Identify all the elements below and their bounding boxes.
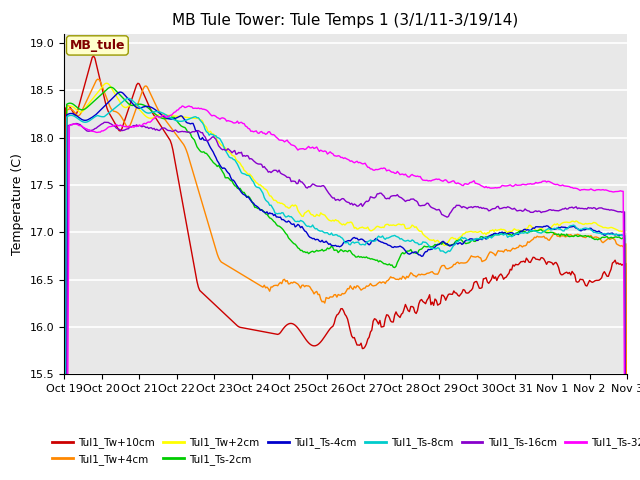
Y-axis label: Temperature (C): Temperature (C)	[11, 153, 24, 255]
Title: MB Tule Tower: Tule Temps 1 (3/1/11-3/19/14): MB Tule Tower: Tule Temps 1 (3/1/11-3/19…	[172, 13, 519, 28]
Legend: Tul1_Tw+10cm, Tul1_Tw+4cm, Tul1_Tw+2cm, Tul1_Ts-2cm, Tul1_Ts-4cm, Tul1_Ts-8cm, T: Tul1_Tw+10cm, Tul1_Tw+4cm, Tul1_Tw+2cm, …	[52, 438, 640, 465]
Text: MB_tule: MB_tule	[70, 39, 125, 52]
